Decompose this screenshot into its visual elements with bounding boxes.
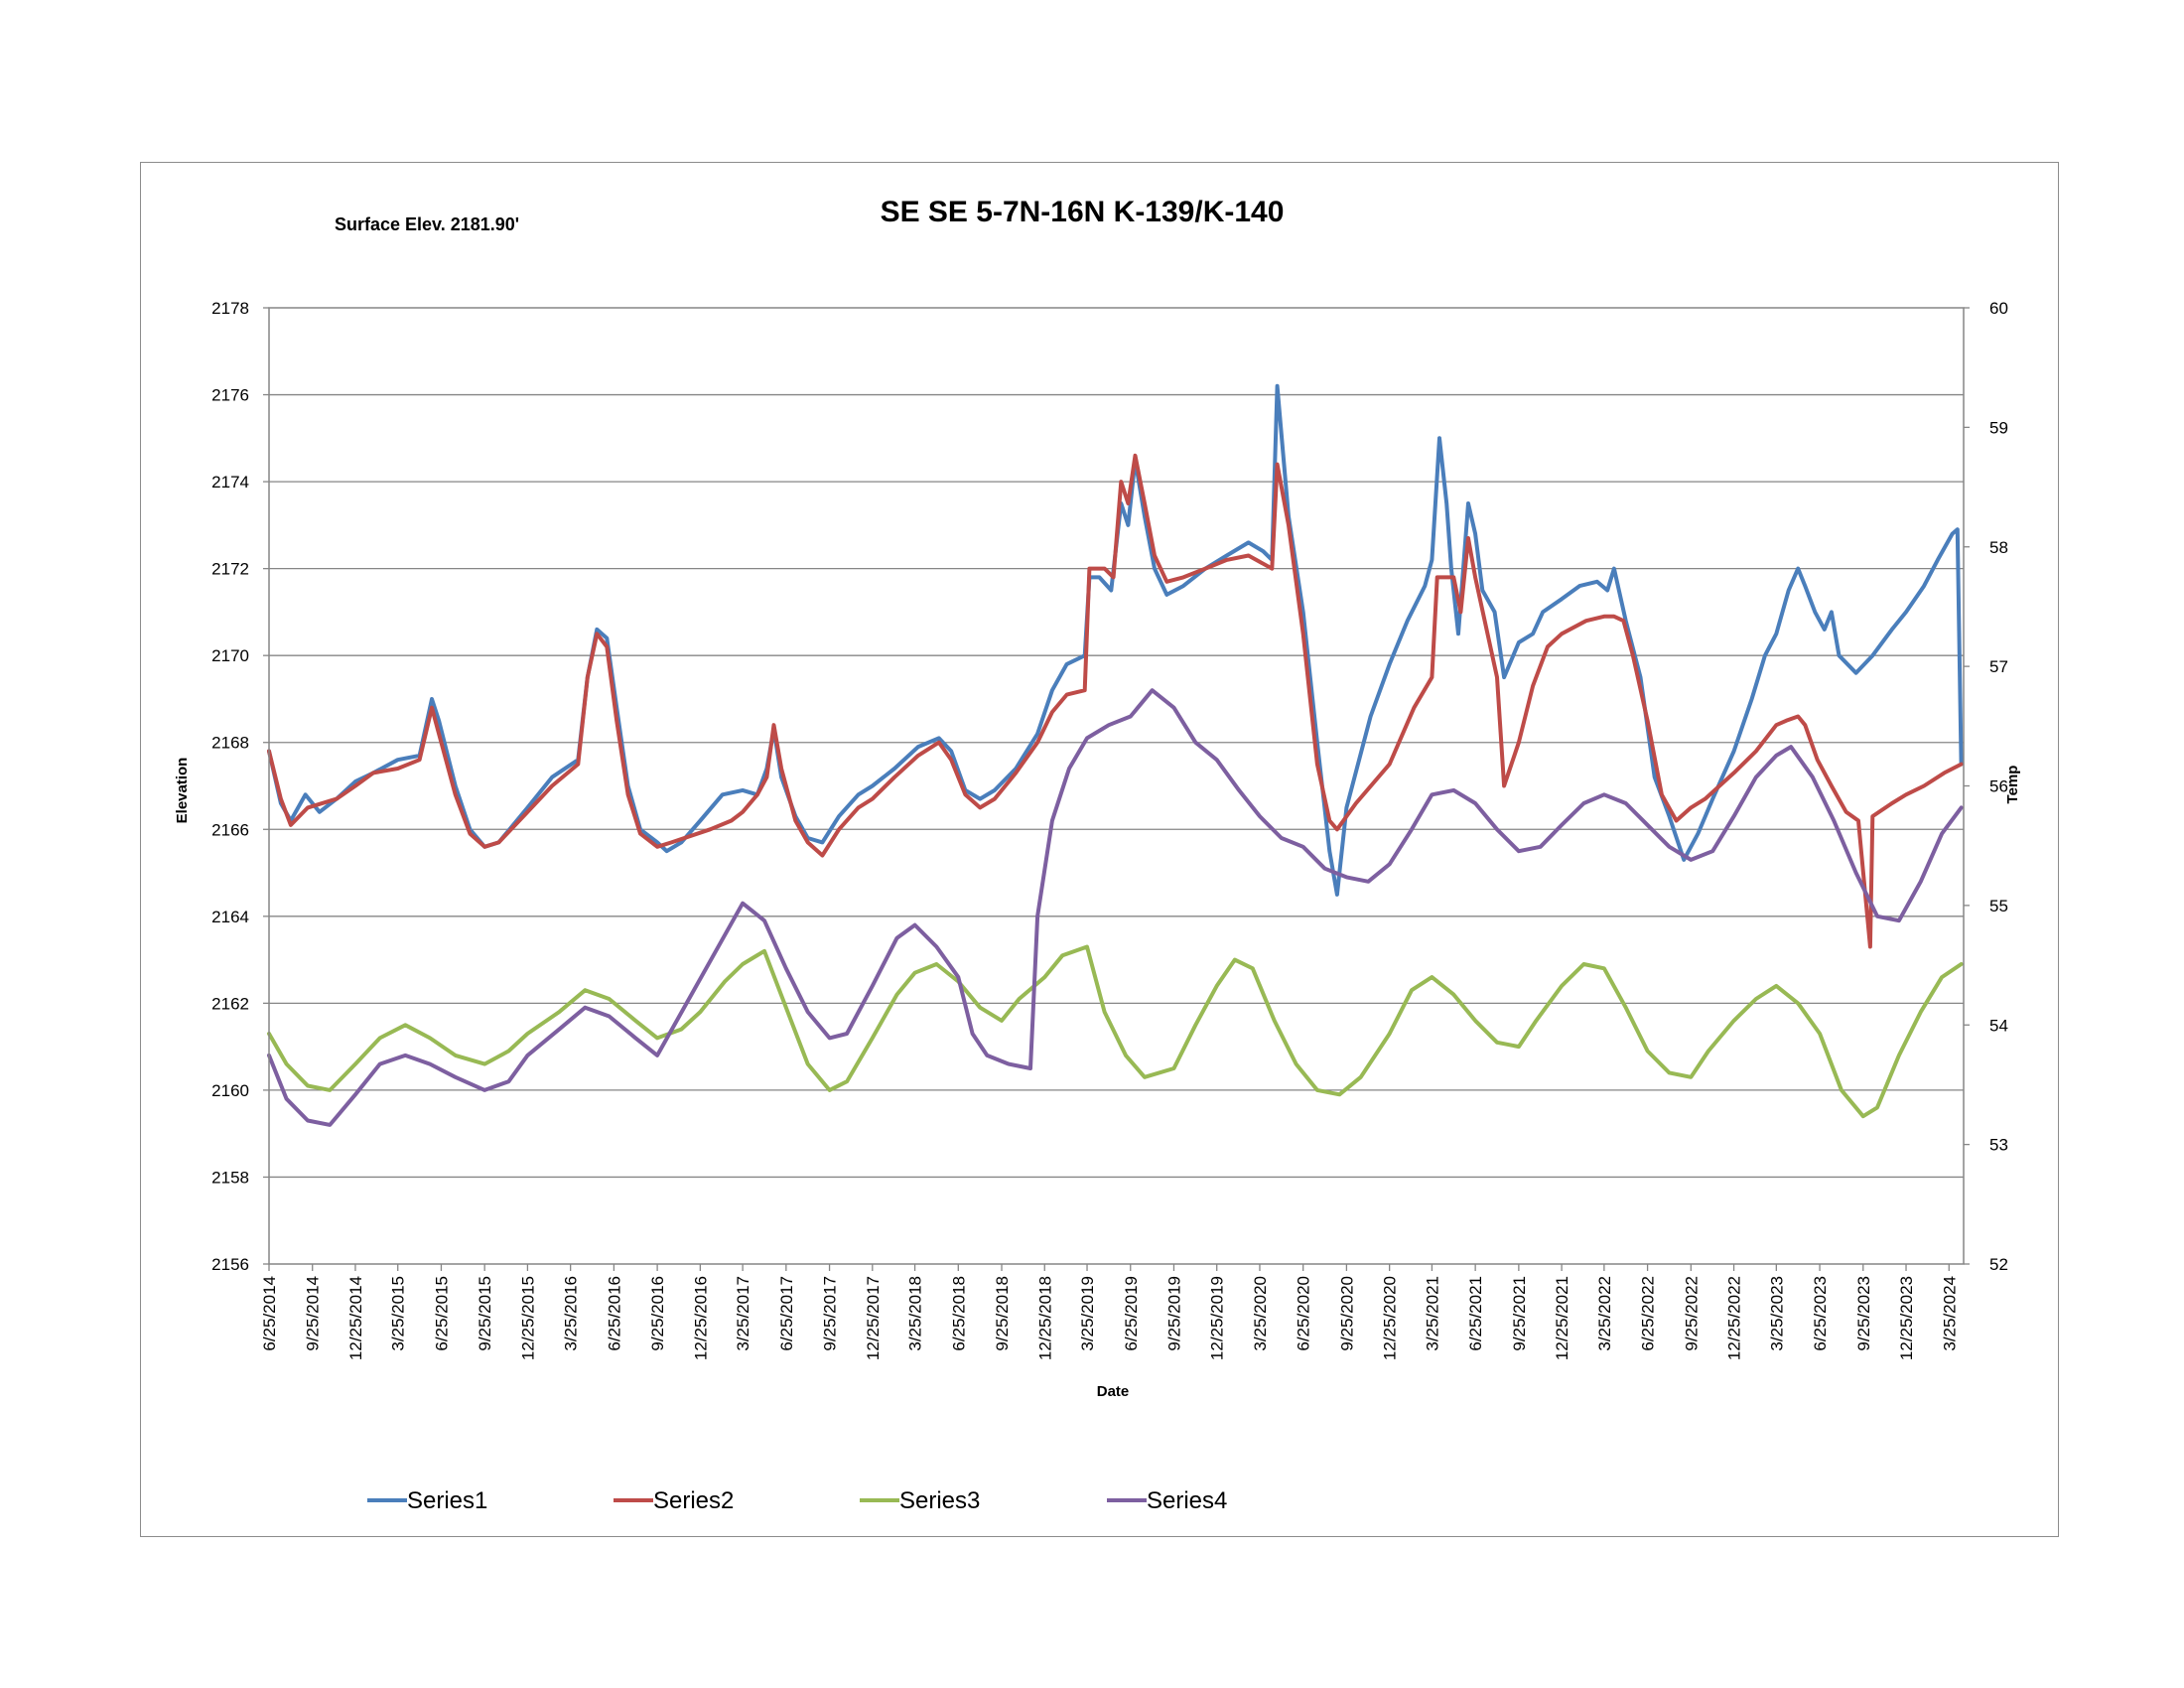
x-tick-label: 12/25/2023 [1897, 1276, 1916, 1360]
x-tick-label: 3/25/2015 [389, 1276, 408, 1351]
y2-tick-label: 55 [1989, 897, 2008, 915]
x-tick-label: 9/25/2016 [648, 1276, 667, 1351]
x-tick-label: 9/25/2018 [993, 1276, 1012, 1351]
legend-label-series3: Series3 [899, 1487, 980, 1514]
y-tick-label: 2162 [211, 994, 249, 1013]
x-tick-label: 3/25/2024 [1940, 1276, 1959, 1351]
x-tick-label: 6/25/2016 [605, 1276, 623, 1351]
x-tick-label: 9/25/2020 [1337, 1276, 1356, 1351]
legend-entry-series1: Series1 [367, 1487, 487, 1514]
legend-label-series2: Series2 [653, 1487, 734, 1514]
y-tick-label: 2166 [211, 820, 249, 839]
x-tick-label: 12/25/2021 [1553, 1276, 1571, 1360]
y-tick-label: 2164 [211, 908, 249, 926]
x-tick-label: 12/25/2015 [518, 1276, 537, 1360]
y-tick-label: 2156 [211, 1255, 249, 1274]
gridlines [269, 393, 1964, 1179]
plot-area-border [268, 307, 1965, 1265]
x-tick-label: 9/25/2019 [1164, 1276, 1183, 1351]
x-tick-label: 3/25/2020 [1251, 1276, 1270, 1351]
x-tick-label: 9/25/2015 [476, 1276, 494, 1351]
chart-title: SE SE 5-7N-16N K-139/K-140 [881, 196, 1285, 228]
chart-frame [140, 162, 2059, 1537]
y2-tick-label: 58 [1989, 538, 2008, 557]
x-tick-label: 6/25/2021 [1466, 1276, 1485, 1351]
y2-tick-label: 52 [1989, 1255, 2008, 1274]
x-tick-label: 6/25/2019 [1122, 1276, 1141, 1351]
y-axis-title: Elevation [174, 758, 191, 824]
x-tick-label: 3/25/2021 [1423, 1276, 1441, 1351]
x-tick-label: 12/25/2017 [864, 1276, 883, 1360]
x-tick-label: 3/25/2018 [906, 1276, 925, 1351]
x-tick-label: 9/25/2022 [1682, 1276, 1701, 1351]
x-tick-label: 3/25/2019 [1078, 1276, 1097, 1351]
y-tick-label: 2176 [211, 386, 249, 405]
x-tick-label: 12/25/2016 [691, 1276, 710, 1360]
x-tick-label: 9/25/2023 [1854, 1276, 1873, 1351]
y-tick-label: 2174 [211, 473, 249, 492]
y-tick-label: 2172 [211, 560, 249, 579]
x-tick-label: 9/25/2017 [821, 1276, 840, 1351]
y2-tick-label: 53 [1989, 1136, 2008, 1155]
x-tick-label: 3/25/2022 [1595, 1276, 1614, 1351]
surface-elevation-note: Surface Elev. 2181.90' [335, 214, 519, 234]
legend-label-series4: Series4 [1147, 1487, 1227, 1514]
legend: Series1 Series2 Series3 Series4 [367, 1487, 1227, 1514]
y2-axis-title: Temp [2004, 766, 2021, 804]
x-tick-label: 12/25/2014 [346, 1276, 365, 1360]
series-line-series3 [267, 944, 1964, 1119]
series-line-series4 [267, 688, 1964, 1127]
x-tick-label: 3/25/2016 [562, 1276, 581, 1351]
y2-tick-label: 56 [1989, 777, 2008, 796]
x-tick-label: 9/25/2014 [304, 1276, 323, 1351]
series-layer [267, 383, 1964, 1127]
x-tick-label: 12/25/2019 [1208, 1276, 1227, 1360]
y-tick-label: 2178 [211, 299, 249, 318]
x-tick-label: 3/25/2023 [1767, 1276, 1786, 1351]
x-tick-label: 9/25/2021 [1510, 1276, 1529, 1351]
x-tick-label: 6/25/2017 [777, 1276, 796, 1351]
y2-tick-label: 54 [1989, 1016, 2008, 1035]
x-tick-label: 6/25/2014 [260, 1276, 279, 1351]
y2-tick-label: 57 [1989, 657, 2008, 676]
series-line-series1 [267, 383, 1964, 897]
x-tick-label: 12/25/2022 [1725, 1276, 1744, 1360]
y-tick-label: 2168 [211, 734, 249, 753]
x-tick-label: 6/25/2018 [949, 1276, 968, 1351]
x-tick-label: 12/25/2018 [1035, 1276, 1054, 1360]
x-tick-label: 6/25/2022 [1639, 1276, 1658, 1351]
y2-tick-label: 60 [1989, 299, 2008, 318]
x-tick-label: 6/25/2020 [1295, 1276, 1313, 1351]
tick-layer: 2156 2158 2160 2162 2164 2166 2168 2170 2172 2174… [211, 299, 2008, 1360]
x-tick-label: 12/25/2020 [1381, 1276, 1400, 1360]
y2-tick-label: 59 [1989, 418, 2008, 437]
series-line-series2 [267, 453, 1964, 949]
legend-entry-series4: Series4 [1107, 1487, 1227, 1514]
y-tick-label: 2160 [211, 1081, 249, 1100]
y-tick-label: 2170 [211, 646, 249, 665]
x-tick-label: 6/25/2015 [432, 1276, 451, 1351]
x-tick-label: 6/25/2023 [1811, 1276, 1830, 1351]
legend-entry-series3: Series3 [860, 1487, 980, 1514]
legend-label-series1: Series1 [407, 1487, 487, 1514]
y-tick-label: 2158 [211, 1168, 249, 1187]
x-tick-label: 3/25/2017 [734, 1276, 752, 1351]
x-axis-title: Date [1097, 1383, 1130, 1400]
legend-entry-series2: Series2 [614, 1487, 734, 1514]
